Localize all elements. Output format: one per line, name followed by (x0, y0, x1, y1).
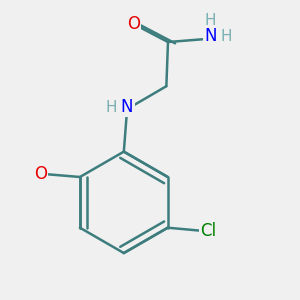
Text: H: H (106, 100, 117, 115)
Text: H: H (205, 13, 216, 28)
Text: N: N (121, 98, 133, 116)
Text: H: H (220, 28, 232, 44)
Text: O: O (34, 165, 47, 183)
Text: Cl: Cl (201, 222, 217, 240)
Text: N: N (204, 27, 217, 45)
Text: O: O (127, 15, 140, 33)
